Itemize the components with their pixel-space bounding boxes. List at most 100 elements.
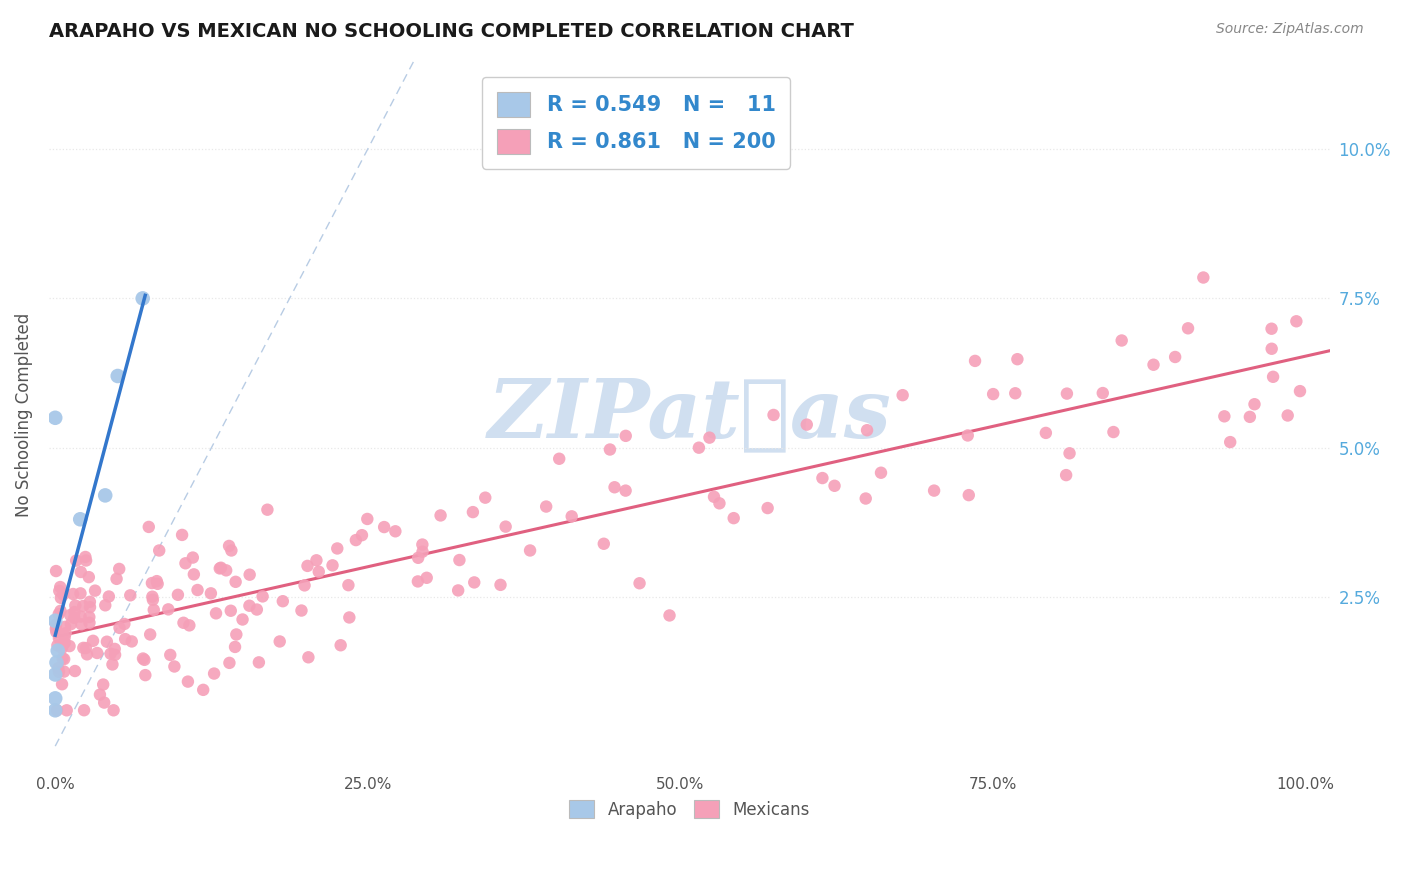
Point bbox=[167, 588, 190, 602]
Point bbox=[855, 491, 877, 506]
Point bbox=[252, 590, 274, 604]
Point bbox=[73, 703, 96, 717]
Point bbox=[824, 479, 846, 493]
Point bbox=[46, 703, 69, 717]
Point bbox=[53, 620, 76, 634]
Point bbox=[141, 590, 163, 604]
Point bbox=[1243, 397, 1265, 411]
Point bbox=[688, 441, 710, 455]
Point bbox=[51, 677, 73, 691]
Point bbox=[51, 641, 73, 656]
Point bbox=[756, 501, 779, 516]
Point bbox=[112, 617, 135, 632]
Point bbox=[1004, 386, 1026, 401]
Point bbox=[132, 651, 155, 665]
Point bbox=[239, 567, 262, 582]
Point bbox=[142, 592, 165, 607]
Point bbox=[447, 583, 470, 598]
Point bbox=[104, 648, 127, 662]
Point bbox=[1111, 334, 1133, 348]
Point bbox=[269, 634, 291, 648]
Point bbox=[384, 524, 406, 539]
Point bbox=[55, 626, 77, 640]
Point bbox=[55, 703, 77, 717]
Point bbox=[120, 588, 142, 602]
Point bbox=[247, 656, 270, 670]
Point bbox=[209, 560, 232, 574]
Point bbox=[177, 674, 200, 689]
Point bbox=[48, 583, 70, 598]
Point bbox=[561, 509, 583, 524]
Point bbox=[58, 639, 80, 653]
Point bbox=[48, 607, 70, 621]
Point bbox=[294, 578, 316, 592]
Point bbox=[870, 466, 893, 480]
Point bbox=[461, 505, 484, 519]
Point bbox=[79, 610, 101, 624]
Point bbox=[63, 611, 86, 625]
Point bbox=[65, 599, 87, 613]
Point bbox=[614, 429, 637, 443]
Point bbox=[97, 590, 120, 604]
Point bbox=[603, 480, 626, 494]
Point bbox=[181, 550, 204, 565]
Point bbox=[69, 586, 91, 600]
Point bbox=[108, 562, 131, 576]
Point bbox=[86, 646, 108, 660]
Point bbox=[139, 627, 162, 641]
Point bbox=[350, 528, 373, 542]
Point bbox=[46, 661, 69, 675]
Point bbox=[59, 608, 82, 623]
Point bbox=[1091, 386, 1114, 401]
Point bbox=[225, 627, 247, 641]
Point bbox=[75, 553, 97, 567]
Point bbox=[519, 543, 541, 558]
Point bbox=[93, 696, 115, 710]
Point bbox=[208, 561, 231, 575]
Point bbox=[297, 558, 319, 573]
Point bbox=[232, 613, 254, 627]
Point bbox=[1056, 386, 1078, 401]
Point bbox=[70, 617, 93, 632]
Point bbox=[614, 483, 637, 498]
Point bbox=[922, 483, 945, 498]
Point bbox=[1260, 322, 1282, 336]
Point bbox=[45, 656, 67, 670]
Point bbox=[82, 633, 104, 648]
Point bbox=[811, 471, 834, 485]
Point bbox=[163, 659, 186, 673]
Point bbox=[1261, 369, 1284, 384]
Point bbox=[76, 648, 98, 662]
Point bbox=[94, 488, 117, 502]
Point bbox=[53, 636, 76, 650]
Point bbox=[49, 591, 72, 605]
Point bbox=[548, 451, 571, 466]
Point bbox=[429, 508, 451, 523]
Point bbox=[193, 682, 215, 697]
Point bbox=[134, 653, 156, 667]
Point bbox=[709, 496, 731, 510]
Point bbox=[856, 423, 879, 437]
Point bbox=[238, 599, 260, 613]
Point bbox=[114, 632, 136, 646]
Point bbox=[45, 624, 67, 639]
Point bbox=[271, 594, 294, 608]
Point bbox=[218, 539, 240, 553]
Point bbox=[322, 558, 344, 573]
Point bbox=[723, 511, 745, 525]
Point bbox=[224, 640, 246, 654]
Point bbox=[172, 528, 194, 542]
Point bbox=[356, 512, 378, 526]
Point bbox=[48, 665, 70, 679]
Point bbox=[337, 578, 360, 592]
Point bbox=[412, 545, 434, 559]
Point bbox=[1192, 270, 1215, 285]
Point bbox=[1054, 468, 1077, 483]
Point bbox=[225, 574, 247, 589]
Point bbox=[1213, 409, 1236, 424]
Legend: Arapaho, Mexicans: Arapaho, Mexicans bbox=[562, 794, 817, 826]
Point bbox=[96, 634, 118, 648]
Point bbox=[246, 602, 269, 616]
Point bbox=[221, 543, 243, 558]
Point bbox=[79, 615, 101, 630]
